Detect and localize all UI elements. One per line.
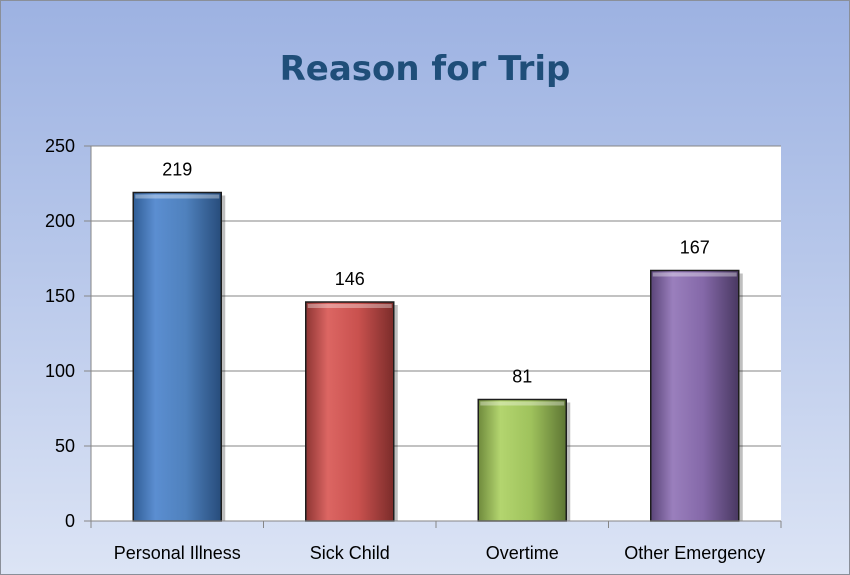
bar <box>305 301 395 522</box>
bar-other-emergency <box>650 269 743 522</box>
y-tick-label: 0 <box>65 511 75 531</box>
bar <box>477 398 567 522</box>
bar <box>132 191 222 522</box>
x-tick-label: Other Emergency <box>624 543 765 563</box>
data-label: 167 <box>680 238 710 258</box>
bar-highlight <box>307 304 392 308</box>
bar-personal-illness <box>132 191 226 522</box>
y-tick-label: 50 <box>55 436 75 456</box>
x-tick-label: Overtime <box>486 543 559 563</box>
x-tick-label: Sick Child <box>310 543 390 563</box>
axes <box>84 145 782 528</box>
chart-title: Reason for Trip <box>279 49 571 89</box>
bars <box>132 191 743 522</box>
bar-highlight <box>480 401 565 406</box>
y-tick-label: 150 <box>45 286 75 306</box>
bar-highlight <box>652 272 737 277</box>
labels: 0 50 100 150 200 250 219 Personal Illness 146 Sic… <box>45 136 765 563</box>
y-tick-label: 100 <box>45 361 75 381</box>
y-tick-label: 200 <box>45 211 75 231</box>
bar-overtime <box>477 398 571 522</box>
data-label: 219 <box>162 160 192 180</box>
data-label: 146 <box>335 269 365 289</box>
data-label: 81 <box>512 367 532 387</box>
bar-highlight <box>135 194 220 199</box>
y-tick-label: 250 <box>45 136 75 156</box>
bar <box>650 269 740 522</box>
bar-sick-child <box>305 301 398 522</box>
x-tick-label: Personal Illness <box>114 543 241 563</box>
